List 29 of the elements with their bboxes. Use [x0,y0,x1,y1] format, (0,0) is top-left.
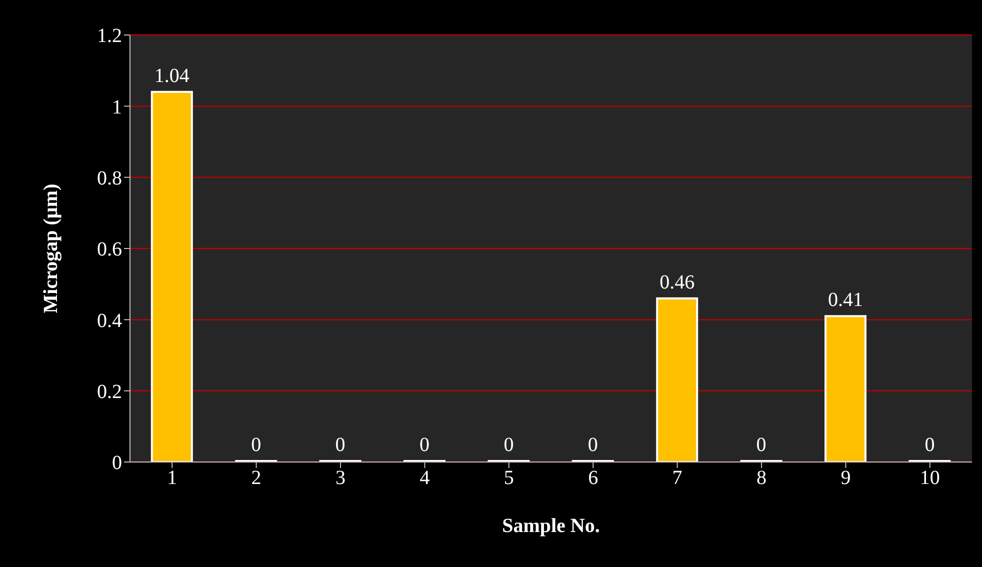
x-tick-label: 1 [167,467,178,490]
x-tick-label: 5 [504,467,514,490]
data-label: 0 [588,434,598,456]
x-tick-label: 8 [756,467,766,490]
y-tick-label: 1 [112,96,122,118]
y-tick-label: 1.2 [97,25,122,48]
data-label: 0 [251,434,262,456]
x-tick-label: 10 [920,467,940,490]
x-tick-label: 3 [336,467,346,490]
y-tick-label: 0.2 [97,380,122,403]
y-tick-label: 0.4 [97,310,122,332]
x-tick-label: 2 [251,467,262,490]
data-label: 0 [756,434,766,456]
y-axis-title: Microgap (µm) [40,184,62,314]
x-tick-label: 9 [840,467,851,490]
data-label: 0 [335,434,346,456]
x-tick-label: 4 [420,467,430,490]
y-tick-label: 0 [112,452,122,474]
data-label: 0 [504,434,514,456]
data-label: 0 [419,434,430,456]
x-tick-label: 6 [588,467,598,490]
y-tick-label: 0.6 [97,238,122,261]
data-label: 1.04 [154,64,190,87]
data-label: 0.41 [828,289,863,312]
data-label: 0 [924,434,935,456]
data-label: 0.46 [660,271,695,294]
x-axis-title: Sample No. [502,515,600,537]
x-tick-label: 7 [672,467,682,490]
y-tick-label: 0.8 [97,167,122,190]
